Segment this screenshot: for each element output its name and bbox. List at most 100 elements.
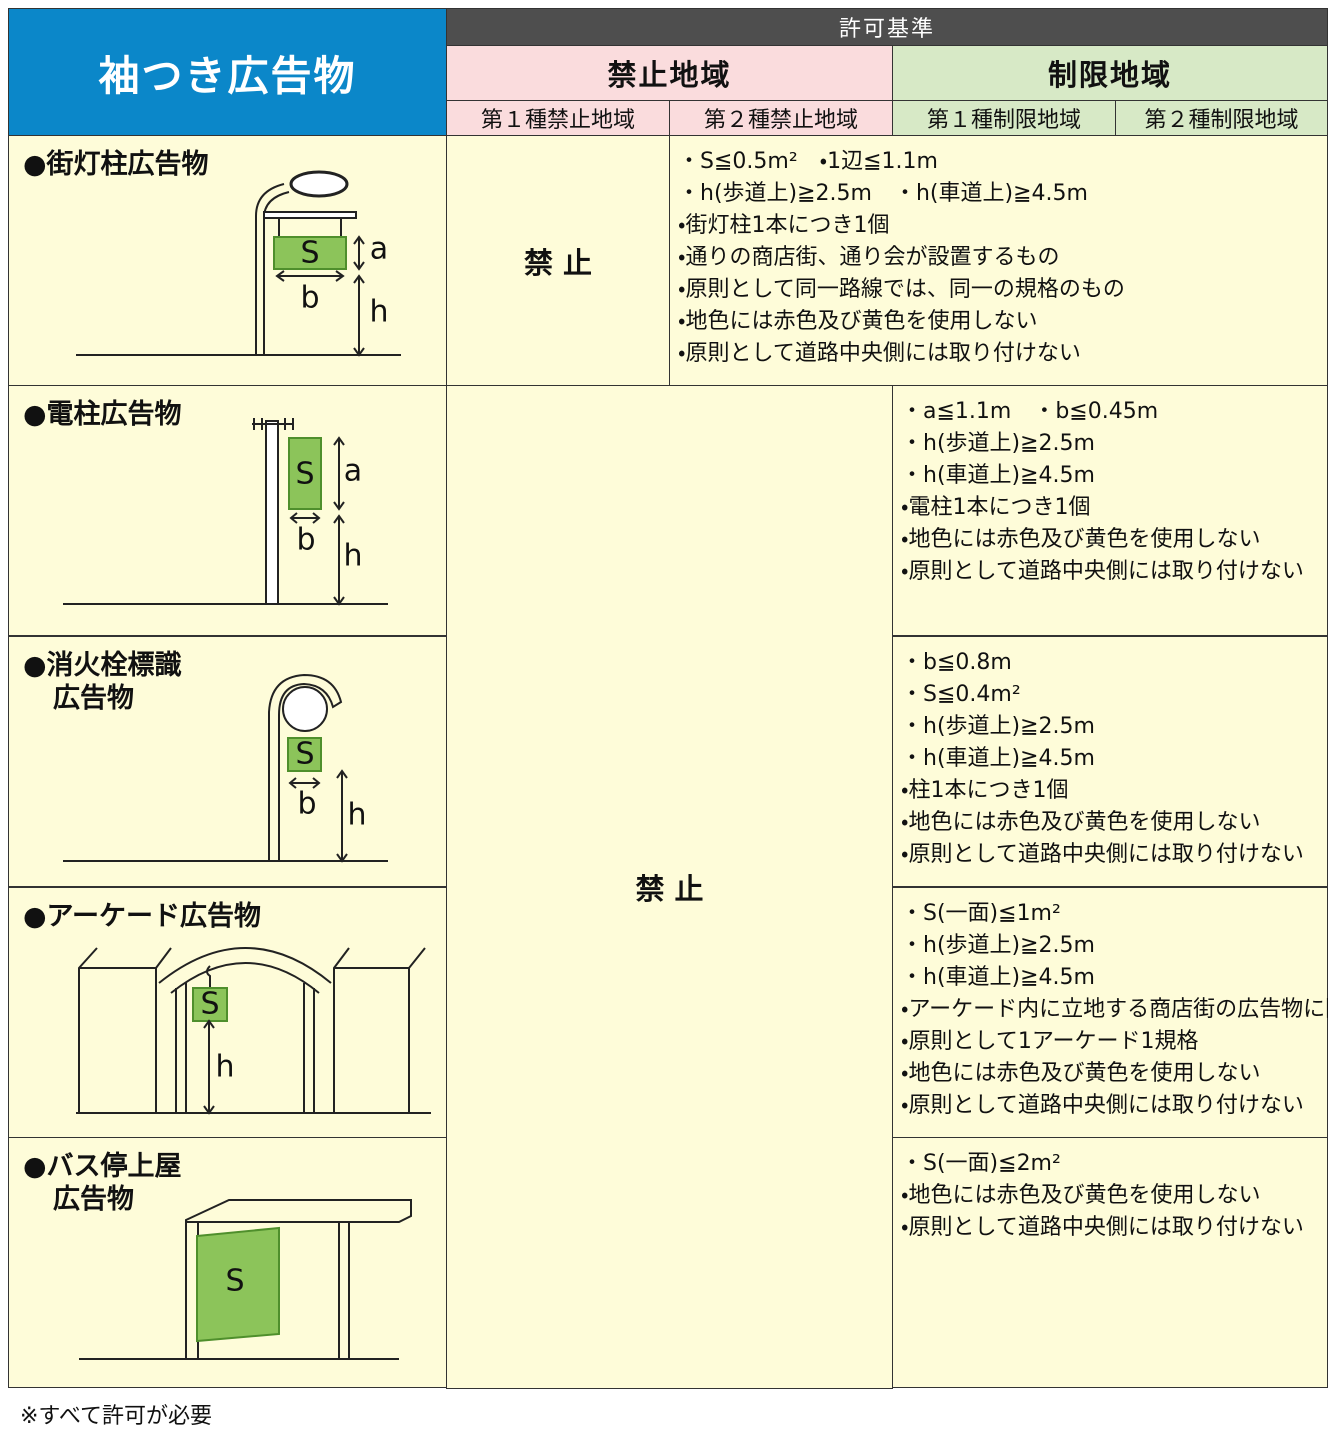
prohibition-cell: 禁 止 xyxy=(446,135,670,386)
condition-list: ・S(一面)≦2m² ・地色には赤色及び黄色を使用しない・原則として道路中央側には… xyxy=(901,1148,1304,1244)
diagram-label: S xyxy=(295,737,314,772)
item-name-line: ●消火栓標識 xyxy=(23,650,182,681)
condition: ・S≦0.5m² ・1辺≦1.1m xyxy=(678,149,938,174)
condition: ・柱1本につき1個 xyxy=(901,778,1069,803)
item-name-line: ●街灯柱広告物 xyxy=(23,149,209,180)
diagram-label: S xyxy=(300,236,319,271)
diagram-label: b xyxy=(300,281,319,316)
diagram-shape xyxy=(288,777,321,789)
condition: ・電柱1本につき1個 xyxy=(901,495,1091,520)
condition-list: ・b≦0.8m ・S≦0.4m² ・h(歩道上)≧2.5m ・h(車道上)≧4.5m ・… xyxy=(901,647,1304,871)
item-name: ●街灯柱広告物 xyxy=(23,148,209,181)
item-name: ●アーケード広告物 xyxy=(23,900,261,933)
condition-list: ・S(一面)≦1m² ・h(歩道上)≧2.5m ・h(車道上)≧4.5m ・アーケード… xyxy=(901,898,1328,1122)
diagram-label: a xyxy=(370,232,388,267)
item-name-line: ●電柱広告物 xyxy=(23,399,182,430)
diagram-label: S xyxy=(295,457,314,492)
diagram-shape xyxy=(336,769,348,863)
sign-shape xyxy=(288,437,322,510)
diagram-shape xyxy=(333,436,345,511)
condition-cell: ・b≦0.8m ・S≦0.4m² ・h(歩道上)≧2.5m ・h(車道上)≧4.5m ・… xyxy=(892,636,1328,887)
item-name-line: 広告物 xyxy=(53,683,134,714)
diagram-label: h xyxy=(343,539,362,574)
diagram-shape xyxy=(158,947,332,994)
condition-list: ・a≦1.1m ・b≦0.45m ・h(歩道上)≧2.5m ・h(車道上)≧4.5m… xyxy=(901,396,1304,588)
condition-cell: ・S(一面)≦2m² ・地色には赤色及び黄色を使用しない・原則として道路中央側には… xyxy=(892,1137,1328,1388)
condition-cell: ・a≦1.1m ・b≦0.45m ・h(歩道上)≧2.5m ・h(車道上)≧4.5m… xyxy=(892,385,1328,636)
diagram-label: a xyxy=(344,454,362,489)
diagram-shape xyxy=(289,170,349,198)
condition: ・地色には赤色及び黄色を使用しない xyxy=(901,1061,1261,1086)
diagram-label: b xyxy=(296,523,315,558)
diagram-label: h xyxy=(369,295,388,330)
condition: ・h(車道上)≧4.5m xyxy=(901,965,1095,990)
diagram: S xyxy=(79,1199,412,1360)
condition-cell: ・S(一面)≦1m² ・h(歩道上)≧2.5m ・h(車道上)≧4.5m ・アーケード… xyxy=(892,887,1328,1138)
sign-shape xyxy=(196,1226,280,1343)
condition: ・b≦0.8m xyxy=(901,650,1012,675)
item-name-line: ●バス停上屋 xyxy=(23,1151,182,1182)
condition: ・S≦0.4m² xyxy=(901,682,1021,707)
condition: ・h(車道上)≧4.5m xyxy=(901,746,1095,771)
condition-cell: ・S≦0.5m² ・1辺≦1.1m ・h(歩道上)≧2.5m ・h(車道上)≧4.… xyxy=(669,135,1328,386)
sub-header: 第１種禁止地域 xyxy=(446,100,670,136)
condition: ・原則として道路中央側には取り付けない xyxy=(901,1215,1304,1240)
item-cell: S h ●アーケード広告物 xyxy=(8,887,447,1138)
condition: ・原則として同一路線では、同一の規格のもの xyxy=(678,277,1125,302)
condition: ・地色には赤色及び黄色を使用しない xyxy=(901,527,1261,552)
condition: ・地色には赤色及び黄色を使用しない xyxy=(901,1183,1261,1208)
condition: ・S(一面)≦2m² xyxy=(901,1151,1061,1176)
diagram: S a b h xyxy=(76,170,401,357)
diagram-shape xyxy=(282,686,328,732)
diagram-shape xyxy=(333,514,345,606)
diagram-shape xyxy=(265,420,279,605)
item-cell: S a b h ●街灯柱広告物 xyxy=(8,135,447,386)
sub-header: 第１種制限地域 xyxy=(892,100,1116,136)
condition: ・S(一面)≦1m² xyxy=(901,901,1061,926)
item-name-line: ●アーケード広告物 xyxy=(23,901,261,932)
prohibition-cell: 禁 止 xyxy=(446,385,893,1389)
prohibited-header: 禁止地域 xyxy=(446,45,893,101)
condition: ・a≦1.1m ・b≦0.45m xyxy=(901,399,1159,424)
condition: ・h(歩道上)≧2.5m ・h(車道上)≧4.5m xyxy=(678,181,1088,206)
diagram: S b h xyxy=(63,673,388,863)
item-cell: S ●バス停上屋 広告物 xyxy=(8,1137,447,1388)
condition: ・原則として道路中央側には取り付けない xyxy=(901,559,1304,584)
footnote: ※すべて許可が必要 xyxy=(20,1404,213,1429)
condition: ・原則として道路中央側には取り付けない xyxy=(901,1093,1304,1118)
diagram-shape xyxy=(268,673,343,861)
sub-header: 第２種制限地域 xyxy=(1115,100,1328,136)
table-title: 袖つき広告物 xyxy=(8,8,447,136)
diagram-shape xyxy=(252,418,294,430)
item-name: ●電柱広告物 xyxy=(23,398,182,431)
diagram-label: S xyxy=(200,987,219,1022)
diagram-shape xyxy=(203,1019,215,1115)
condition: ・アーケード内に立地する商店街の広告物に限る xyxy=(901,997,1328,1022)
condition: ・原則として道路中央側には取り付けない xyxy=(678,341,1081,366)
sign-shape xyxy=(192,987,228,1022)
diagram-label: h xyxy=(347,798,366,833)
diagram-shape xyxy=(78,947,172,1113)
item-name-line: 広告物 xyxy=(53,1184,134,1215)
condition: ・通りの商店街、通り会が設置するもの xyxy=(678,245,1060,270)
restricted-header: 制限地域 xyxy=(892,45,1328,101)
diagram-shape xyxy=(206,965,211,988)
condition: ・原則として道路中央側には取り付けない xyxy=(901,842,1304,867)
sub-header: 第２種禁止地域 xyxy=(669,100,893,136)
diagram-shape xyxy=(275,270,345,282)
criteria-header: 許可基準 xyxy=(446,8,1328,46)
diagram-shape xyxy=(333,947,426,1113)
condition: ・h(歩道上)≧2.5m xyxy=(901,933,1095,958)
diagram-label: S xyxy=(225,1264,244,1299)
sign-shape xyxy=(273,236,347,270)
condition: ・街灯柱1本につき1個 xyxy=(678,213,890,238)
diagram-shape xyxy=(185,1199,412,1223)
diagram-label: b xyxy=(297,787,316,822)
diagram-shape xyxy=(263,211,357,219)
item-cell: S b h ●消火栓標識 広告物 xyxy=(8,636,447,887)
diagram: S a b h xyxy=(63,418,388,606)
condition-list: ・S≦0.5m² ・1辺≦1.1m ・h(歩道上)≧2.5m ・h(車道上)≧4.… xyxy=(678,146,1125,370)
condition: ・h(歩道上)≧2.5m xyxy=(901,431,1095,456)
diagram-label: h xyxy=(215,1050,234,1085)
